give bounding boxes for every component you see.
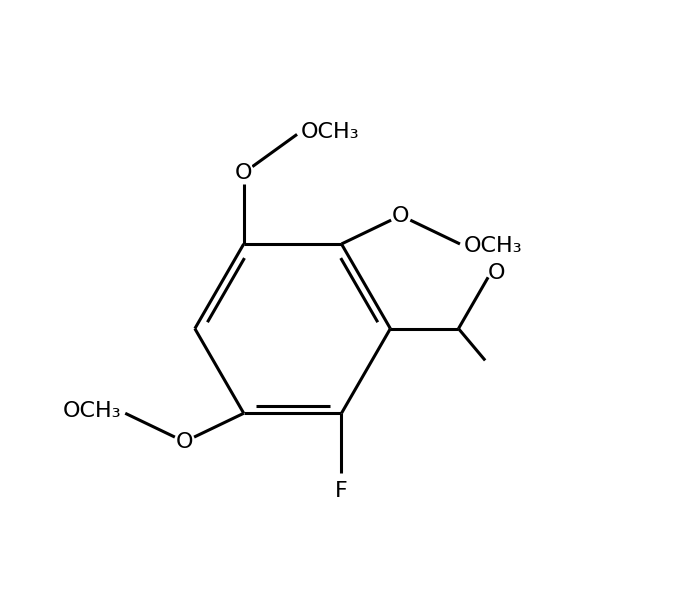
Text: F: F xyxy=(335,481,348,501)
Text: OCH₃: OCH₃ xyxy=(63,401,121,421)
Text: OCH₃: OCH₃ xyxy=(301,121,360,142)
Text: O: O xyxy=(175,432,193,451)
Text: O: O xyxy=(392,206,409,225)
Text: OCH₃: OCH₃ xyxy=(464,236,523,256)
Text: O: O xyxy=(235,163,252,183)
Text: O: O xyxy=(488,263,506,283)
